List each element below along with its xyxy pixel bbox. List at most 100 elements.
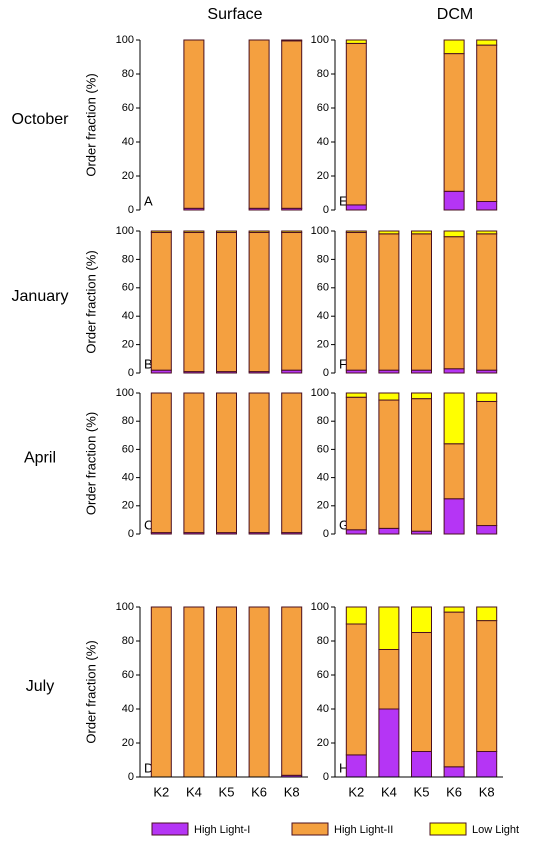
- panel-label: C: [144, 517, 153, 532]
- y-tick-label: 0: [323, 367, 329, 379]
- y-tick-label: 60: [122, 443, 134, 455]
- bar-segment: [443, 392, 465, 445]
- bar-segment: [476, 39, 498, 46]
- bar-segment: [248, 231, 270, 373]
- bar-segment: [216, 606, 237, 778]
- y-tick-label: 100: [116, 387, 134, 399]
- y-tick-label: 0: [128, 528, 134, 540]
- bar-segment: [183, 230, 205, 233]
- panel-label: F: [339, 356, 347, 371]
- y-tick-label: 0: [128, 204, 134, 216]
- bar-segment: [183, 231, 205, 373]
- bar-segment: [150, 606, 172, 778]
- row-title: July: [26, 678, 54, 695]
- bar-segment: [476, 751, 498, 778]
- y-tick-label: 100: [311, 601, 329, 613]
- bar-segment: [443, 611, 465, 768]
- bar-segment: [345, 754, 367, 778]
- bar-segment: [345, 529, 367, 535]
- y-tick-label: 60: [122, 282, 134, 294]
- bar-segment: [443, 190, 465, 211]
- y-tick-label: 40: [317, 472, 329, 484]
- bar-segment: [443, 606, 465, 613]
- bar-segment: [183, 39, 205, 209]
- y-axis-label: Order fraction (%): [83, 73, 98, 176]
- bar-segment: [345, 623, 367, 756]
- bar-segment: [183, 392, 205, 534]
- y-tick-label: 80: [317, 253, 329, 265]
- bar-segment: [476, 44, 498, 202]
- panel-label: D: [144, 760, 153, 775]
- bar-segment: [216, 230, 237, 233]
- panel-label: G: [339, 517, 349, 532]
- bar-segment: [183, 606, 205, 778]
- y-tick-label: 40: [317, 703, 329, 715]
- bar-segment: [378, 392, 400, 401]
- bar-segment: [443, 443, 465, 500]
- x-tick-label: K6: [251, 784, 267, 799]
- bar-segment: [476, 525, 498, 535]
- bar-segment: [411, 751, 432, 778]
- bar-segment: [150, 392, 172, 534]
- legend-label: High Light-I: [194, 824, 250, 836]
- y-tick-label: 60: [317, 443, 329, 455]
- bar-segment: [150, 231, 172, 371]
- y-tick-label: 60: [317, 102, 329, 114]
- bar-segment: [345, 204, 367, 211]
- bar-segment: [150, 230, 172, 233]
- bar-segment: [443, 236, 465, 370]
- bar-segment: [345, 42, 367, 206]
- bar-segment: [443, 498, 465, 535]
- bar-segment: [281, 606, 303, 776]
- y-tick-label: 0: [128, 367, 134, 379]
- y-tick-label: 20: [317, 737, 329, 749]
- y-tick-label: 20: [122, 170, 134, 182]
- bar-segment: [476, 392, 498, 402]
- y-tick-label: 40: [317, 310, 329, 322]
- y-tick-label: 60: [317, 282, 329, 294]
- y-tick-label: 100: [311, 225, 329, 237]
- row-title: October: [12, 111, 70, 128]
- x-tick-label: K8: [479, 784, 495, 799]
- y-tick-label: 60: [122, 669, 134, 681]
- bar-segment: [411, 606, 432, 633]
- y-tick-label: 100: [116, 601, 134, 613]
- x-tick-label: K8: [284, 784, 300, 799]
- y-tick-label: 100: [116, 34, 134, 46]
- bar-segment: [443, 39, 465, 55]
- bar-segment: [411, 398, 432, 532]
- y-tick-label: 100: [311, 34, 329, 46]
- y-axis-label: Order fraction (%): [83, 640, 98, 743]
- bar-segment: [248, 606, 270, 778]
- row-title: April: [24, 450, 56, 467]
- y-tick-label: 20: [317, 500, 329, 512]
- bar-segment: [378, 649, 400, 710]
- panel-label: B: [144, 356, 153, 371]
- y-tick-label: 20: [122, 500, 134, 512]
- bar-segment: [281, 231, 303, 371]
- column-title: DCM: [437, 6, 473, 23]
- y-tick-label: 80: [317, 68, 329, 80]
- bar-segment: [281, 230, 303, 233]
- bar-segment: [378, 606, 400, 650]
- row-title: January: [12, 288, 69, 305]
- bar-segment: [345, 606, 367, 625]
- bar-segment: [411, 392, 432, 400]
- legend-swatch: [291, 822, 329, 836]
- y-tick-label: 40: [317, 136, 329, 148]
- y-tick-label: 0: [323, 528, 329, 540]
- bar-segment: [411, 230, 432, 235]
- bar-segment: [476, 620, 498, 752]
- y-tick-label: 20: [122, 737, 134, 749]
- bar-segment: [378, 708, 400, 778]
- panel-label: E: [339, 193, 348, 208]
- bar-segment: [281, 39, 303, 42]
- bar-segment: [345, 392, 367, 398]
- y-tick-label: 80: [122, 253, 134, 265]
- y-tick-label: 80: [122, 68, 134, 80]
- bar-segment: [443, 230, 465, 238]
- legend-swatch: [151, 822, 189, 836]
- y-tick-label: 0: [323, 771, 329, 783]
- bar-segment: [378, 233, 400, 371]
